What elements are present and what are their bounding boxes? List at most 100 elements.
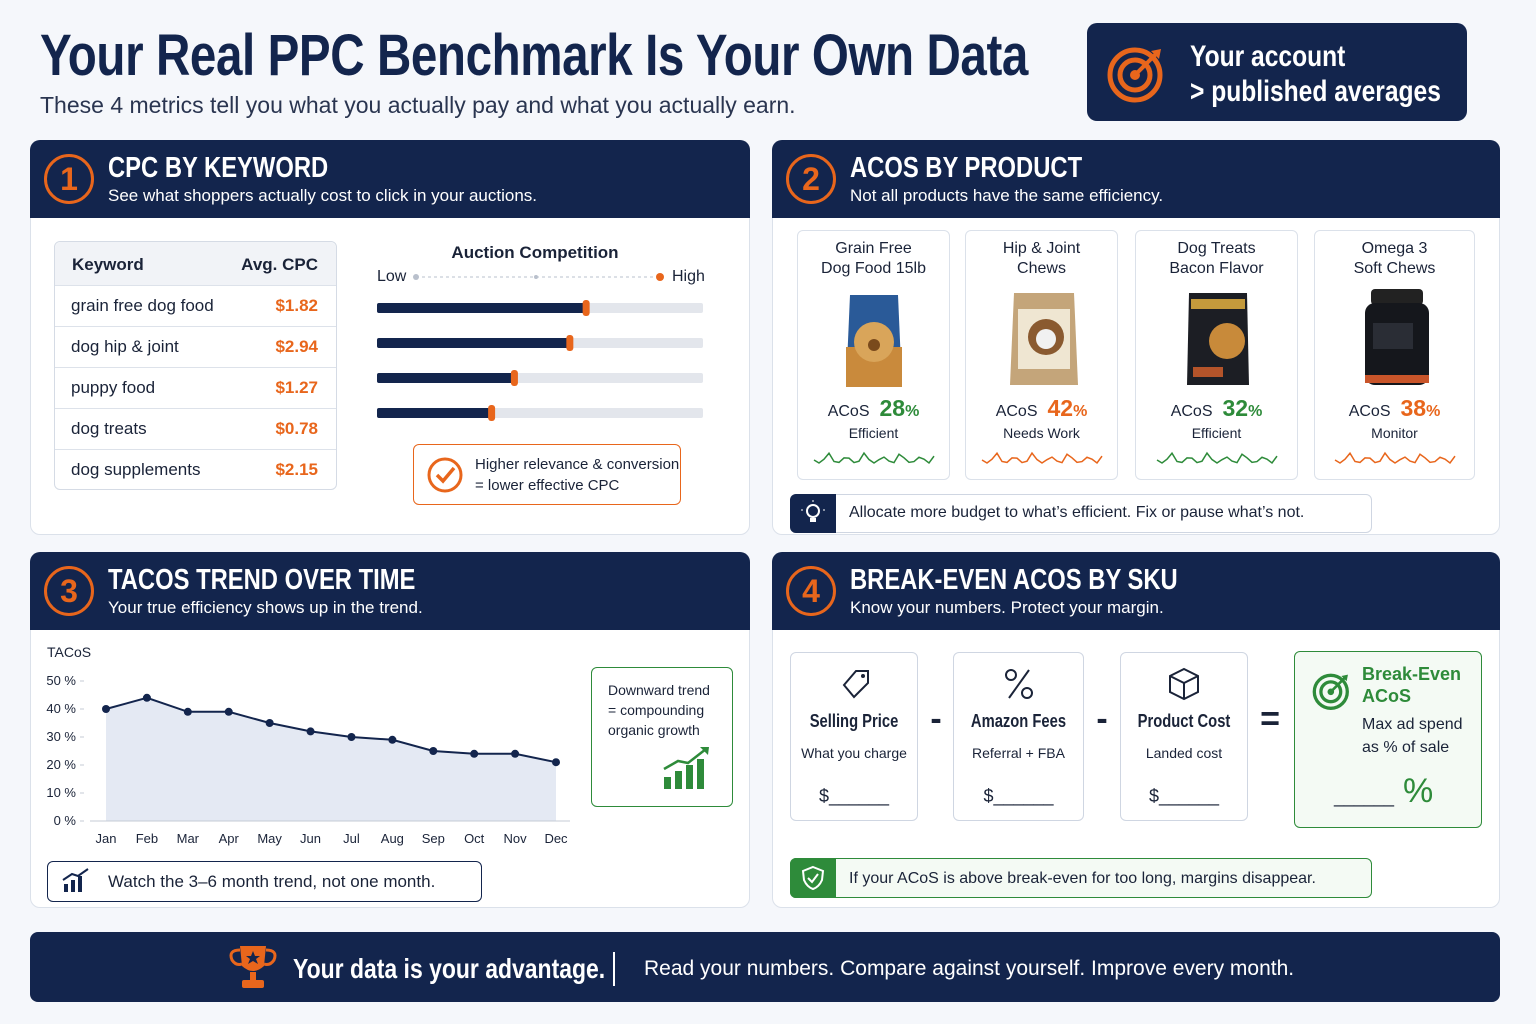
icon-part: [1364, 375, 1429, 383]
line-chart: 0 % 10 % 20 % 30 % 40 % 50 % Jan Feb Mar Apr May Ju…: [46, 673, 570, 846]
panel-header: [30, 552, 750, 630]
result-unit: %: [1403, 772, 1434, 810]
area: [106, 697, 556, 821]
icon-part: [1107, 47, 1163, 103]
icon-part: [1319, 680, 1343, 704]
panel-header: [772, 552, 1500, 630]
tip-text: Watch the 3–6 month trend, not one month…: [108, 872, 436, 891]
note-box: [413, 444, 681, 505]
keyword: dog treats: [71, 419, 147, 438]
product-name: Soft Chews: [1353, 260, 1436, 277]
cpc-value: $2.15: [275, 460, 318, 479]
row-divider: [55, 408, 336, 409]
row-divider: [55, 285, 336, 286]
shield-icon: [801, 865, 825, 891]
competition-bar: [377, 408, 492, 418]
point: [347, 733, 356, 741]
icon-part: [686, 765, 693, 789]
icon-part: [867, 339, 880, 351]
competition-bar: [377, 373, 514, 383]
icon-part: [807, 873, 819, 884]
item-blank: $______: [983, 786, 1054, 806]
step-number: 3: [44, 566, 94, 616]
acos-unit: %: [1073, 403, 1088, 420]
point: [102, 705, 110, 713]
result-title: ACoS: [1362, 686, 1411, 706]
y-axis-label: TACoS: [47, 644, 92, 660]
icon-part: [842, 670, 869, 699]
point: [511, 749, 520, 758]
acos-status: Efficient: [1191, 425, 1242, 441]
item-icon: [1004, 669, 1033, 699]
item-title: Selling Price: [809, 711, 899, 731]
growth-icon: [663, 747, 709, 789]
point: [388, 735, 397, 744]
icon-part: [1007, 669, 1030, 699]
icon-part: [664, 777, 671, 789]
row-divider: [55, 367, 336, 368]
keyword: dog hip & joint: [71, 337, 179, 356]
acos-value: 32: [1222, 395, 1249, 421]
footer-divider: [613, 952, 615, 986]
step-number: 4: [786, 566, 836, 616]
acos-status: Needs Work: [1003, 425, 1080, 441]
point: [429, 747, 438, 755]
result-text: Max ad spend: [1362, 716, 1463, 733]
table-header: [55, 242, 336, 285]
operator: -: [930, 700, 942, 738]
icon-part: [1117, 57, 1153, 93]
result-box: [1294, 651, 1482, 828]
icon-part: [413, 274, 419, 280]
product-name: Dog Treats: [1177, 240, 1256, 257]
callout-box: [591, 667, 733, 807]
sparkline: [981, 451, 1103, 465]
icon-part: [71, 880, 75, 892]
scale-line: [413, 273, 664, 281]
footer-headline: Your data is your advantage.: [293, 953, 606, 984]
icon-part: [1334, 451, 1456, 465]
step-number: 2: [786, 154, 836, 204]
row-divider: [55, 326, 336, 327]
item-title: Amazon Fees: [970, 711, 1067, 731]
icon-part: [263, 948, 277, 966]
acos-metric: ACoS: [995, 403, 1038, 420]
keyword: grain free dog food: [71, 296, 214, 315]
product-image: [845, 295, 902, 387]
x-tick-label: Oct: [464, 831, 485, 846]
product-name: Grain Free: [835, 240, 912, 257]
item-title: Product Cost: [1137, 711, 1231, 731]
subtitle: These 4 metrics tell you what you actual…: [40, 92, 796, 118]
x-tick-label: May: [257, 831, 282, 846]
panel-header: [30, 140, 750, 218]
product-name: Bacon Flavor: [1169, 260, 1264, 277]
icon-part: [801, 865, 825, 891]
y-tick-label: 40 %: [46, 701, 76, 716]
icon-part: [1372, 323, 1413, 349]
operator: -: [1096, 700, 1108, 738]
point: [306, 727, 315, 736]
y-tick-label: 20 %: [46, 757, 76, 772]
acos-metric: ACoS: [1170, 403, 1213, 420]
x-tick-label: Aug: [381, 831, 404, 846]
tip-icon-bg: [790, 858, 836, 898]
result-text: as % of sale: [1362, 739, 1450, 756]
line: [105, 696, 557, 764]
item-subtitle: Landed cost: [1145, 745, 1223, 761]
check-icon: [427, 457, 463, 493]
result-icon: [1312, 673, 1349, 710]
acos-status: Monitor: [1371, 425, 1418, 441]
competition-title: Auction Competition: [451, 243, 619, 262]
keyword: puppy food: [71, 378, 156, 397]
competition-bars: [377, 300, 703, 421]
icon-part: [675, 771, 682, 789]
icon-part: [229, 948, 243, 966]
acos-unit: %: [905, 403, 920, 420]
x-tick-label: Jun: [300, 831, 321, 846]
icon-part: [700, 747, 709, 755]
y-tick-label: 30 %: [46, 729, 76, 744]
icon-part: [810, 518, 816, 522]
column-header: Keyword: [72, 255, 144, 274]
item-blank: $______: [818, 786, 890, 806]
icon-part: [1151, 49, 1161, 59]
